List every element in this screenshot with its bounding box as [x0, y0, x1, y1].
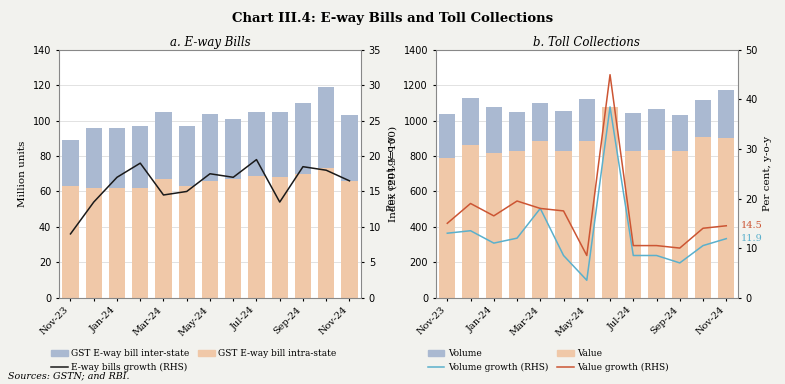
Bar [86, 188, 102, 298]
Bar [695, 137, 711, 298]
Y-axis label: Index (2019=100): Index (2019=100) [389, 126, 398, 222]
Bar [672, 151, 688, 298]
Bar [579, 99, 595, 298]
Bar [648, 150, 665, 298]
Bar [155, 112, 172, 179]
Title: a. E-way Bills: a. E-way Bills [170, 36, 250, 49]
Bar [439, 114, 455, 298]
Bar [341, 115, 358, 181]
Bar [556, 151, 571, 298]
Bar [272, 177, 288, 298]
Bar [318, 169, 334, 298]
Bar [695, 100, 711, 298]
Y-axis label: Per cent, y-o-y: Per cent, y-o-y [387, 136, 396, 211]
Bar [439, 158, 455, 298]
Bar [462, 98, 479, 298]
Legend: GST E-way bill inter-state, E-way bills growth (RHS), GST E-way bill intra-state: GST E-way bill inter-state, E-way bills … [48, 346, 340, 376]
Bar [179, 186, 195, 298]
Bar [132, 188, 148, 298]
Bar [272, 112, 288, 177]
Title: b. Toll Collections: b. Toll Collections [533, 36, 641, 49]
Bar [132, 126, 148, 188]
Bar [718, 90, 735, 298]
Bar [625, 113, 641, 298]
Text: Sources: GSTN; and RBI.: Sources: GSTN; and RBI. [8, 371, 130, 380]
Bar [509, 151, 525, 298]
Bar [295, 103, 311, 174]
Bar [672, 115, 688, 298]
Bar [225, 119, 241, 179]
Text: Chart III.4: E-way Bills and Toll Collections: Chart III.4: E-way Bills and Toll Collec… [232, 12, 553, 25]
Bar [109, 128, 125, 188]
Bar [62, 140, 78, 186]
Bar [62, 186, 78, 298]
Bar [602, 106, 618, 298]
Bar [556, 111, 571, 298]
Bar [341, 181, 358, 298]
Bar [509, 112, 525, 298]
Legend: Volume, Volume growth (RHS), Value, Value growth (RHS): Volume, Volume growth (RHS), Value, Valu… [425, 346, 673, 376]
Bar [225, 179, 241, 298]
Bar [625, 151, 641, 298]
Bar [579, 141, 595, 298]
Bar [602, 108, 618, 298]
Bar [295, 174, 311, 298]
Bar [202, 114, 218, 181]
Bar [248, 112, 265, 175]
Bar [86, 128, 102, 188]
Bar [462, 146, 479, 298]
Text: 11.9: 11.9 [741, 234, 763, 243]
Bar [109, 188, 125, 298]
Bar [179, 126, 195, 186]
Bar [486, 152, 502, 298]
Bar [155, 179, 172, 298]
Bar [318, 87, 334, 169]
Bar [248, 175, 265, 298]
Y-axis label: Million units: Million units [18, 141, 27, 207]
Bar [532, 103, 549, 298]
Bar [486, 108, 502, 298]
Y-axis label: Per cent, y-o-y: Per cent, y-o-y [764, 136, 772, 211]
Bar [648, 109, 665, 298]
Bar [532, 141, 549, 298]
Bar [718, 138, 735, 298]
Bar [202, 181, 218, 298]
Text: 14.5: 14.5 [741, 221, 763, 230]
